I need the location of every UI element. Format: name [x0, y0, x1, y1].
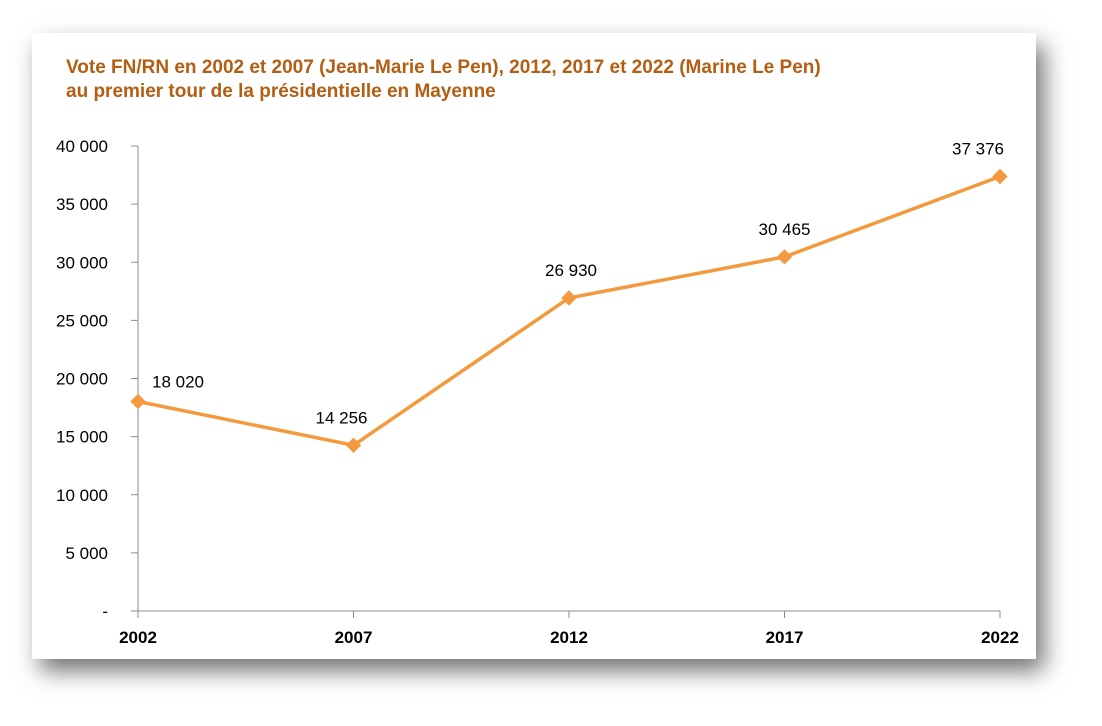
y-tick-label: 25 000 — [56, 311, 108, 330]
data-labels: 18 020 14 256 26 930 30 465 37 376 — [152, 140, 1004, 428]
series — [130, 168, 1008, 453]
data-label: 26 930 — [545, 261, 597, 280]
x-tick-label: 2022 — [981, 628, 1019, 647]
y-tick-label: 15 000 — [56, 428, 108, 447]
data-label: 37 376 — [952, 140, 1004, 159]
y-tick-label: 35 000 — [56, 195, 108, 214]
chart-title-line-2: au premier tour de la présidentielle en … — [66, 81, 496, 102]
series-line — [137, 174, 1001, 448]
y-tick-label: 20 000 — [56, 370, 108, 389]
data-point-marker — [130, 393, 146, 410]
x-tick-label: 2002 — [119, 628, 157, 647]
chart-title: Vote FN/RN en 2002 et 2007 (Jean-Marie L… — [66, 56, 821, 104]
data-label: 30 465 — [759, 220, 811, 239]
y-tick-label: 40 000 — [56, 137, 108, 156]
x-tick-label: 2012 — [550, 628, 588, 647]
data-label: 14 256 — [316, 408, 368, 427]
chart-title-line-1: Vote FN/RN en 2002 et 2007 (Jean-Marie L… — [66, 57, 821, 78]
axes: - 5 000 10 000 15 000 20 000 25 000 30 000 35 0… — [56, 137, 1019, 647]
y-tick-label: - — [102, 602, 108, 621]
x-tick-label: 2007 — [335, 628, 373, 647]
y-tick-label: 5 000 — [65, 544, 108, 563]
data-point-marker — [561, 290, 577, 306]
data-point-marker — [992, 168, 1008, 185]
chart-card — [32, 33, 1036, 659]
data-point-marker — [345, 437, 362, 453]
data-point-marker — [776, 249, 793, 265]
y-tick-label: 30 000 — [56, 253, 108, 272]
data-label: 18 020 — [152, 373, 204, 392]
y-tick-label: 10 000 — [56, 486, 108, 505]
x-tick-label: 2017 — [766, 628, 804, 647]
